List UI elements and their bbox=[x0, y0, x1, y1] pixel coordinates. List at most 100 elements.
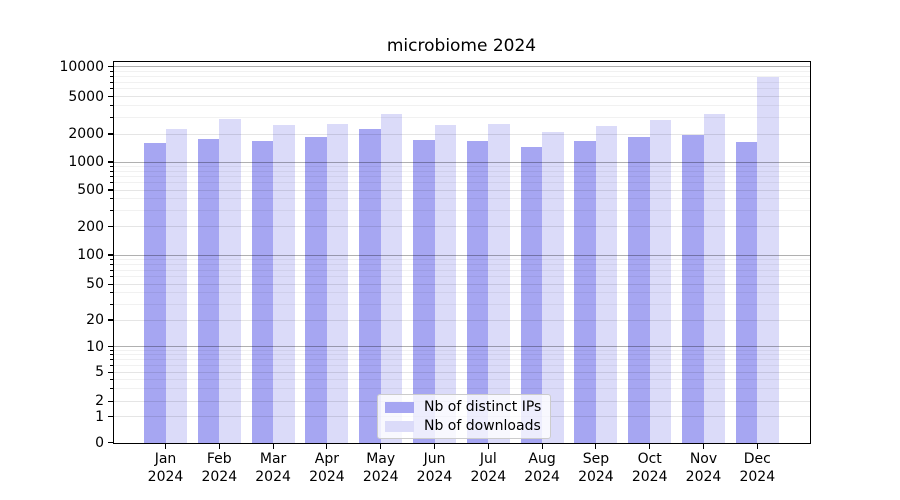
y-minor-tick-mark bbox=[109, 70, 113, 72]
y-minor-tick-mark bbox=[109, 269, 113, 271]
y-tick-mark bbox=[107, 283, 113, 285]
gridline-minor bbox=[112, 359, 811, 361]
gridline-minor bbox=[112, 350, 811, 352]
gridline-minor bbox=[112, 75, 811, 77]
y-tick-mark bbox=[107, 226, 113, 228]
bar-nb-of-distinct-ips bbox=[144, 143, 166, 444]
gridline-minor bbox=[112, 303, 811, 305]
y-axis-tick-label: 1000 bbox=[68, 154, 104, 170]
bar-nb-of-downloads bbox=[165, 129, 187, 444]
y-axis-tick-label: 0 bbox=[95, 434, 104, 451]
gridline bbox=[112, 283, 811, 285]
y-axis-tick-label: 5000 bbox=[68, 88, 104, 105]
gridline-minor bbox=[112, 387, 811, 389]
x-tick-mark bbox=[164, 444, 167, 449]
gridline-minor bbox=[112, 70, 811, 72]
y-minor-tick-mark bbox=[109, 303, 113, 305]
gridline-minor bbox=[112, 175, 811, 177]
x-tick-mark bbox=[487, 444, 489, 449]
y-minor-tick-mark bbox=[109, 182, 113, 184]
x-axis-tick-label: Aug 2024 bbox=[524, 451, 560, 485]
y-axis-tick-label: 100 bbox=[77, 247, 104, 263]
x-axis-tick-label: Jan 2024 bbox=[147, 451, 184, 485]
y-minor-tick-mark bbox=[109, 209, 113, 211]
bar-nb-of-downloads bbox=[757, 77, 779, 444]
x-axis-tick-label: Oct 2024 bbox=[631, 451, 668, 485]
gridline-minor bbox=[112, 292, 811, 294]
x-tick-mark bbox=[380, 444, 382, 449]
x-tick-mark bbox=[595, 444, 597, 449]
x-axis-tick-label: Jul 2024 bbox=[470, 451, 507, 485]
y-tick-mark bbox=[107, 416, 113, 418]
gridline bbox=[112, 346, 811, 348]
gridline bbox=[112, 226, 811, 228]
gridline-minor bbox=[112, 88, 811, 90]
gridline-minor bbox=[112, 263, 811, 265]
y-axis-tick-label: 5 bbox=[95, 364, 104, 381]
gridline bbox=[112, 319, 811, 321]
legend-row: Nb of distinct IPs bbox=[385, 399, 541, 415]
y-minor-tick-mark bbox=[109, 365, 113, 367]
x-axis-tick-label: Dec 2024 bbox=[739, 451, 776, 485]
x-axis-tick-label: Jun 2024 bbox=[416, 451, 453, 485]
gridline-minor bbox=[112, 354, 811, 356]
gridline-minor bbox=[112, 198, 811, 200]
y-minor-tick-mark bbox=[109, 359, 113, 361]
chart-title: microbiome 2024 bbox=[386, 36, 537, 56]
legend-row: Nb of downloads bbox=[385, 418, 541, 434]
y-minor-tick-mark bbox=[109, 198, 113, 200]
x-axis-tick-label: Mar 2024 bbox=[255, 451, 291, 485]
gridline-minor bbox=[112, 116, 811, 118]
legend-label: Nb of distinct IPs bbox=[424, 399, 542, 415]
y-axis-tick-label: 500 bbox=[77, 182, 104, 198]
gridline bbox=[112, 254, 811, 256]
y-minor-tick-mark bbox=[109, 276, 113, 278]
y-axis-tick-label: 10000 bbox=[59, 58, 104, 75]
y-minor-tick-mark bbox=[109, 170, 113, 172]
bar-nb-of-downloads bbox=[649, 119, 672, 444]
gridline-minor bbox=[112, 269, 811, 271]
y-minor-tick-mark bbox=[109, 75, 113, 77]
x-axis-tick-label: Feb 2024 bbox=[201, 451, 238, 485]
y-minor-tick-mark bbox=[109, 387, 113, 389]
y-axis-tick-label: 20 bbox=[86, 312, 104, 328]
bar-nb-of-downloads bbox=[542, 132, 564, 444]
gridline-minor bbox=[112, 365, 811, 367]
legend-swatch-icon bbox=[385, 420, 414, 432]
bar-nb-of-distinct-ips bbox=[251, 141, 274, 444]
y-tick-mark bbox=[107, 371, 113, 373]
gridline bbox=[112, 189, 811, 191]
x-tick-mark bbox=[649, 444, 651, 449]
y-axis-tick-label: 200 bbox=[77, 218, 104, 235]
legend-label: Nb of downloads bbox=[424, 418, 541, 434]
gridline-minor bbox=[112, 378, 811, 380]
gridline bbox=[112, 371, 811, 373]
x-tick-mark bbox=[326, 444, 328, 449]
x-axis-tick-label: May 2024 bbox=[362, 451, 399, 485]
bar-nb-of-distinct-ips bbox=[466, 141, 489, 444]
y-tick-mark bbox=[107, 346, 113, 348]
y-minor-tick-mark bbox=[109, 175, 113, 177]
y-tick-mark bbox=[107, 66, 113, 68]
gridline bbox=[112, 66, 811, 68]
y-minor-tick-mark bbox=[109, 116, 113, 118]
bar-nb-of-distinct-ips bbox=[305, 136, 327, 444]
gridline bbox=[112, 133, 811, 135]
bar-nb-of-distinct-ips bbox=[682, 135, 704, 444]
bar-nb-of-distinct-ips bbox=[359, 129, 381, 444]
y-tick-mark bbox=[107, 161, 113, 163]
y-minor-tick-mark bbox=[109, 105, 113, 107]
bar-nb-of-downloads bbox=[488, 123, 510, 444]
bar-nb-of-distinct-ips bbox=[628, 136, 650, 444]
bar-nb-of-downloads bbox=[703, 114, 725, 444]
x-tick-mark bbox=[433, 444, 436, 449]
gridline bbox=[112, 161, 811, 163]
bar-nb-of-distinct-ips bbox=[197, 138, 220, 444]
gridline-minor bbox=[112, 105, 811, 107]
bar-nb-of-downloads bbox=[273, 124, 295, 444]
gridline-minor bbox=[112, 182, 811, 184]
y-minor-tick-mark bbox=[109, 350, 113, 352]
y-axis-tick-label: 2000 bbox=[68, 126, 104, 142]
bar-nb-of-distinct-ips bbox=[574, 141, 596, 444]
